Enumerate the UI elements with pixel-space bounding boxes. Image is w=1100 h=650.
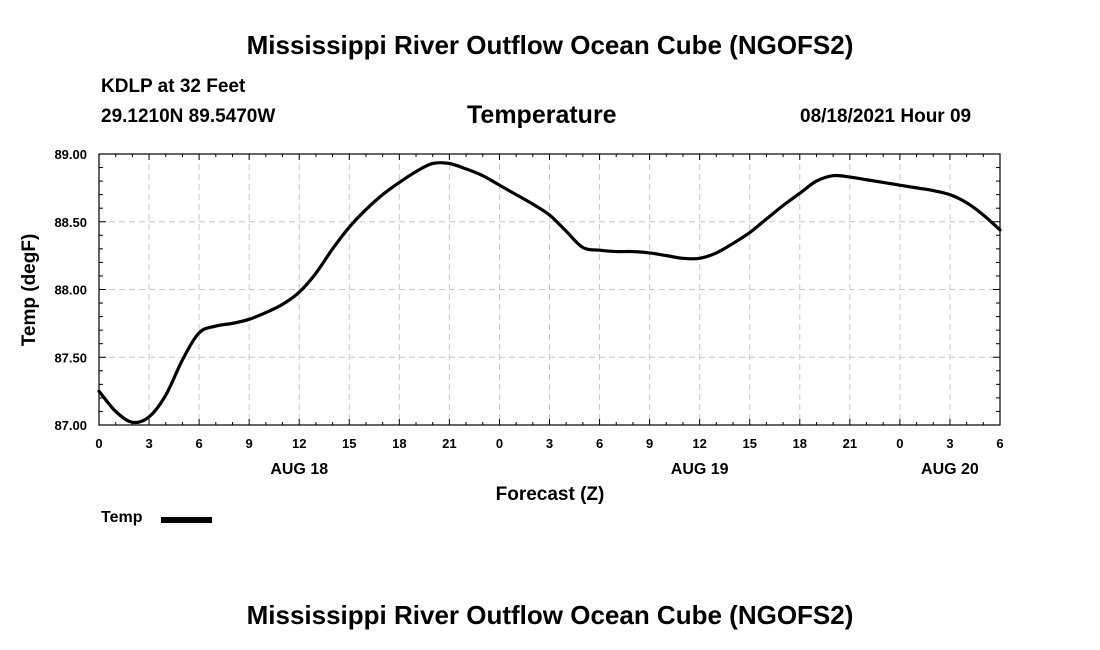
x-tick-label: 15 — [342, 436, 356, 451]
x-axis-title: Forecast (Z) — [496, 484, 605, 505]
y-axis-title: Temp (degF) — [19, 234, 40, 347]
label-layer: 0 3 6 9 12 15 18 21 0 3 6 9 12 15 18 21 0 3 6 87.00 87.50 88.… — [54, 147, 1003, 478]
legend-label: Temp — [101, 509, 143, 526]
x-tick-label: 3 — [145, 436, 152, 451]
chart-title-top: Mississippi River Outflow Ocean Cube (NG… — [246, 30, 854, 60]
y-tick-label: 87.50 — [54, 350, 87, 365]
y-tick-label: 87.00 — [54, 418, 87, 433]
y-tick-label: 88.50 — [54, 215, 87, 230]
x-tick-label: 0 — [896, 436, 903, 451]
y-tick-label: 88.00 — [54, 283, 87, 298]
x-tick-label: 6 — [195, 436, 202, 451]
x-tick-label: 0 — [95, 436, 102, 451]
x-tick-label: 3 — [946, 436, 953, 451]
x-tick-label: 18 — [392, 436, 406, 451]
x-tick-label: 21 — [843, 436, 857, 451]
series-line-temp — [97, 161, 1002, 425]
x-tick-label: 12 — [692, 436, 706, 451]
y-tick-label: 89.00 — [54, 147, 87, 162]
x-tick-label: 6 — [596, 436, 603, 451]
x-tick-label: 0 — [496, 436, 503, 451]
x-tick-label: 3 — [546, 436, 553, 451]
x-tick-label: 18 — [793, 436, 807, 451]
x-tick-label: 9 — [646, 436, 653, 451]
date-label: AUG 19 — [671, 461, 729, 478]
legend-line-swatch — [161, 517, 212, 523]
chart-subtitle: Temperature — [467, 101, 617, 129]
x-tick-label: 21 — [442, 436, 456, 451]
x-tick-label: 15 — [742, 436, 756, 451]
x-tick-label: 9 — [246, 436, 253, 451]
chart-title-bottom: Mississippi River Outflow Ocean Cube (NG… — [246, 600, 854, 630]
station-label: KDLP at 32 Feet — [101, 76, 246, 97]
date-label: AUG 20 — [921, 461, 979, 478]
date-label: AUG 18 — [270, 461, 328, 478]
x-tick-label: 12 — [292, 436, 306, 451]
line-layer — [97, 161, 1002, 425]
forecast-time: 08/18/2021 Hour 09 — [800, 106, 972, 127]
station-coordinates: 29.1210N 89.5470W — [101, 106, 276, 127]
axis-layer — [98, 153, 1001, 426]
plot-frame — [98, 153, 1001, 426]
grid-layer — [99, 154, 1000, 425]
x-tick-label: 6 — [996, 436, 1003, 451]
